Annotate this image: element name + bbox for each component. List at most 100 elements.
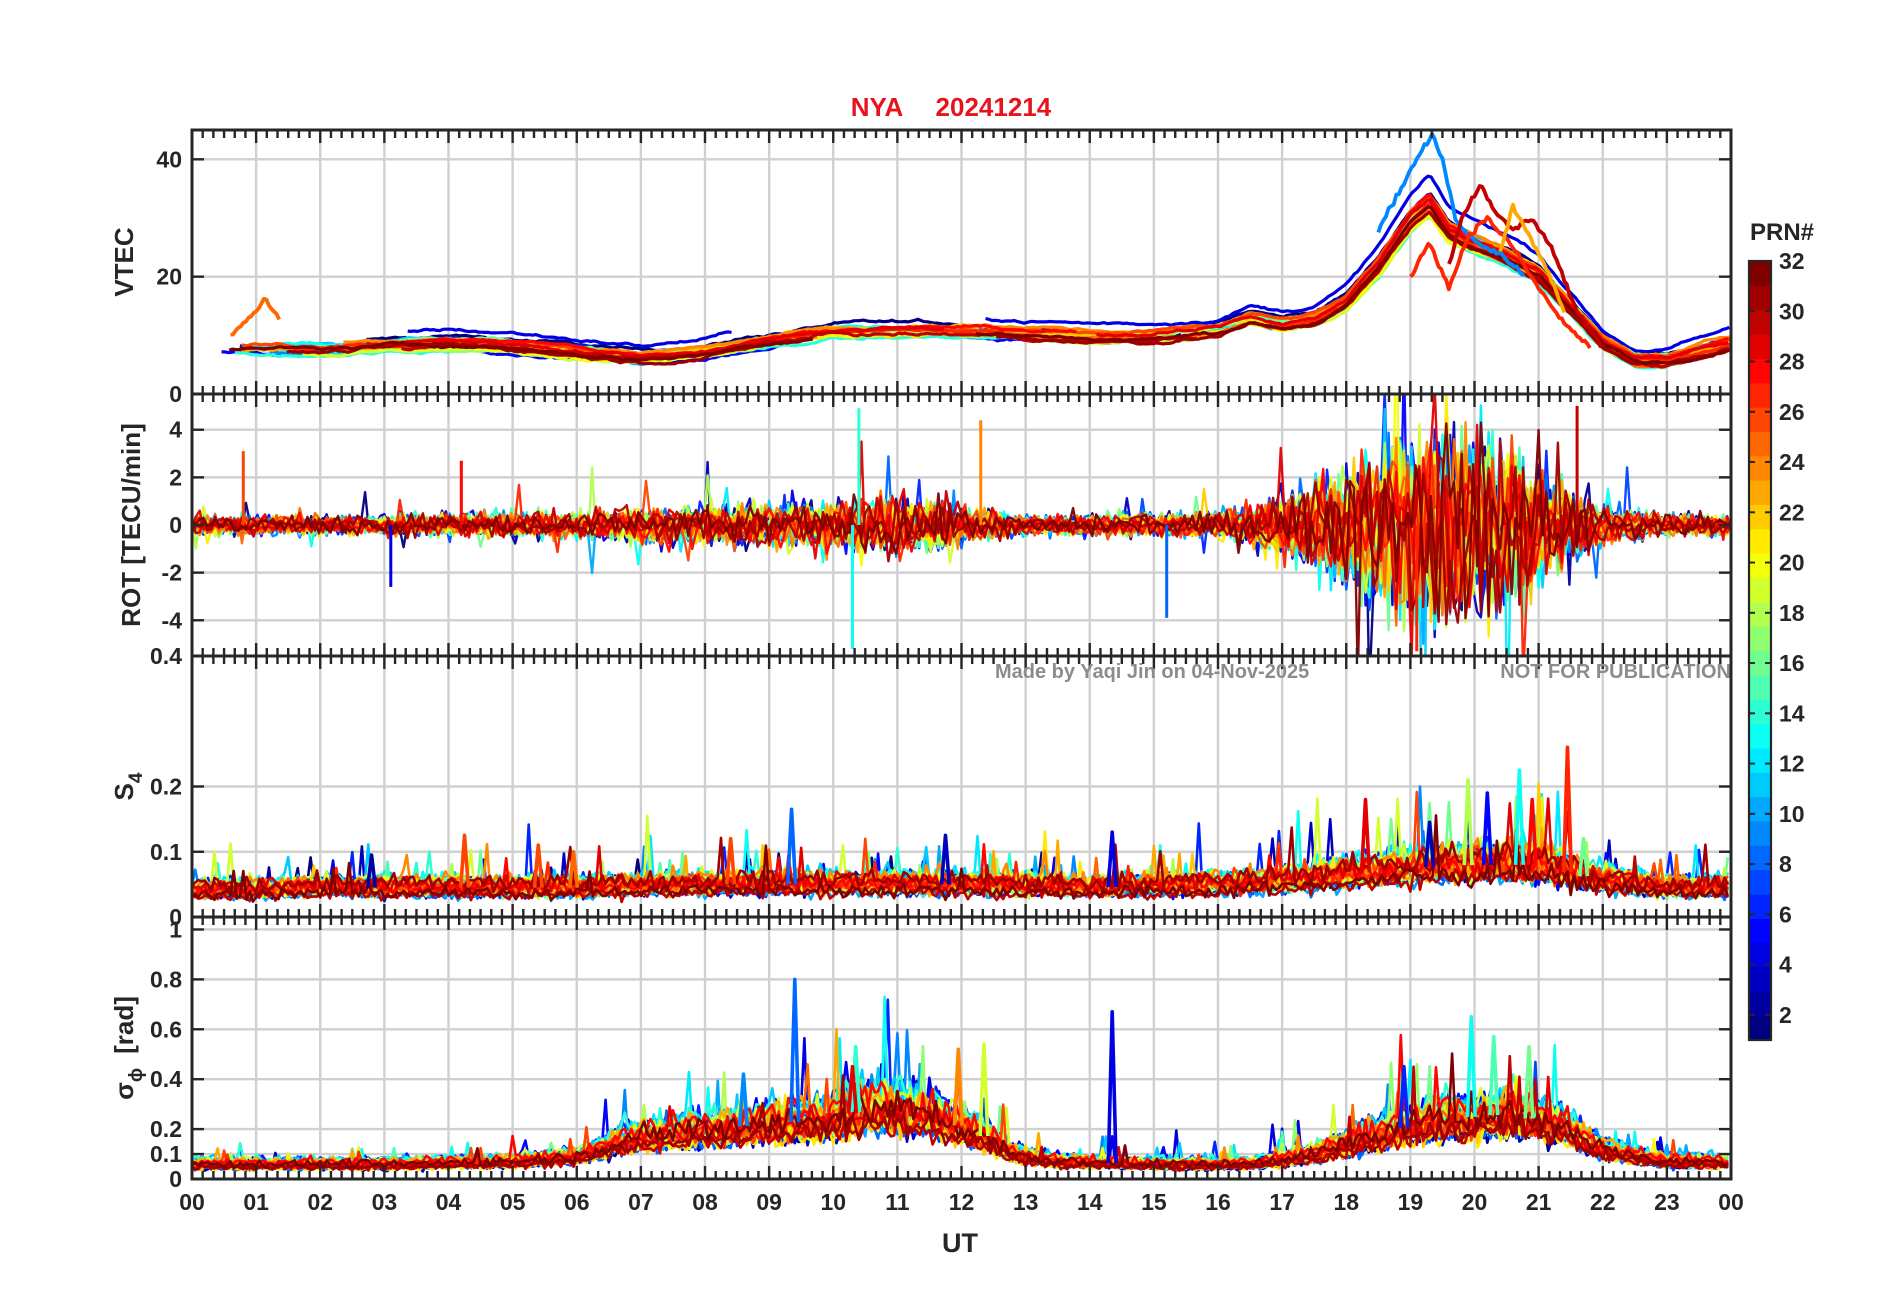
ylabel-main: S — [109, 783, 139, 800]
ylabel-subscript: 4 — [126, 772, 147, 783]
colorbar-segment-prn-15 — [1749, 674, 1771, 700]
colorbar-tick-label: 2 — [1779, 1002, 1792, 1028]
sigma_phi-spike-prn-8 — [789, 977, 801, 1123]
colorbar-tick-label: 32 — [1779, 248, 1805, 274]
y-tick-label: 0.1 — [150, 1141, 182, 1167]
x-tick-label: 02 — [307, 1189, 333, 1215]
x-tick-label: 22 — [1590, 1189, 1616, 1215]
colorbar-tick-label: 30 — [1779, 298, 1805, 324]
colorbar-segment-prn-14 — [1749, 699, 1771, 725]
colorbar-segment-prn-17 — [1749, 626, 1771, 652]
x-tick-label: 14 — [1077, 1189, 1103, 1215]
sigma_phi-spike-prn-6 — [1398, 1064, 1410, 1129]
colorbar-segment-prn-2 — [1749, 991, 1771, 1017]
colorbar-segment-prn-18 — [1749, 601, 1771, 627]
x-tick-label: 09 — [756, 1189, 782, 1215]
colorbar-tick-label: 10 — [1779, 801, 1805, 827]
colorbar-segment-prn-29 — [1749, 334, 1771, 359]
panel-sigma_phi-axes: 00.10.2 0.4 0.6 0.8 1 — [150, 915, 1733, 1192]
y-tick-label: 40 — [156, 146, 182, 172]
vtec-trace-prn-4 — [407, 327, 732, 348]
x-tick-label: 20 — [1462, 1189, 1488, 1215]
vtec-feature-prn-30 — [1447, 184, 1604, 348]
colorbar-segment-prn-20 — [1749, 553, 1771, 579]
x-tick-label: 05 — [500, 1189, 526, 1215]
colorbar-segment-prn-32 — [1749, 261, 1771, 286]
panel-vtec-axes: 0 20 40 — [156, 128, 1733, 407]
colorbar-tick-label: 26 — [1779, 399, 1805, 425]
watermark: Made by Yaqi Jin on 04-Nov-2025 NOT FOR … — [995, 661, 1731, 683]
sigma_phi-spike-prn-15 — [1488, 1034, 1500, 1116]
sigma_phi-spike-prn-16 — [1523, 1044, 1535, 1119]
vtec-feature-prn-9 — [1376, 131, 1525, 277]
y-tick-label: 0.8 — [150, 966, 182, 992]
sigma_phi-spike-prn-19 — [978, 1042, 990, 1137]
y-tick-label: 2 — [169, 464, 182, 490]
s4-spike-prn-27 — [1561, 745, 1574, 873]
x-axis-label: UT — [942, 1228, 978, 1258]
panel-sigma_phi-traces — [192, 977, 1730, 1173]
colorbar-tick-label: 8 — [1779, 851, 1792, 877]
vtec-trace-prn-29 — [366, 325, 944, 358]
colorbar-tick-label: 24 — [1779, 449, 1805, 475]
colorbar-segment-prn-4 — [1749, 942, 1771, 968]
vtec-feature-prn-27 — [1409, 215, 1592, 349]
s4-spike-prn-8 — [785, 807, 798, 885]
s4-spike-prn-3 — [1423, 820, 1436, 868]
sigma_phi-spike-prn-9 — [737, 1072, 750, 1127]
watermark-author: Made by Yaqi Jin on 04-Nov-2025 — [995, 661, 1309, 683]
s4-trace-prn-32 — [192, 814, 1730, 903]
y-tick-label: 0.4 — [150, 643, 182, 669]
panel-rot-ylabel: ROT [TECU/min] — [116, 423, 146, 627]
panel-rot: -4 -2 0 2 4 ROT [TECU/min] — [116, 392, 1733, 658]
x-tick-label: 07 — [628, 1189, 654, 1215]
colorbar-tick-label: 4 — [1779, 952, 1792, 978]
y-tick-label: 0.2 — [150, 1116, 182, 1142]
x-tick-labels: 00 01 02 03 04 05 06 07 08 09 10 11 12 13 14 15 16 17 18 19… — [179, 1189, 1744, 1215]
y-tick-label: 0 — [169, 904, 182, 930]
y-tick-label: 0.6 — [150, 1016, 182, 1042]
x-tick-label: 21 — [1526, 1189, 1552, 1215]
vtec-trace-prn-4 — [985, 174, 1730, 354]
y-tick-label: 0.2 — [150, 774, 182, 800]
colorbar-segment-prn-7 — [1749, 869, 1771, 895]
colorbar-segment-prn-22 — [1749, 504, 1771, 530]
colorbar-tick-label: 18 — [1779, 600, 1805, 626]
s4-spike-prn-25 — [567, 849, 580, 888]
vtec-trace-prn-32 — [228, 337, 814, 362]
sigma_phi-spike-prn-13 — [1465, 1015, 1477, 1117]
panel-s4-ylabel: S4 — [109, 772, 147, 800]
title-station: NYA — [851, 92, 904, 122]
s4-spike-prn-18 — [1462, 778, 1474, 866]
vtec-feature-prn-25 — [230, 297, 281, 337]
ylabel-main: ROT [TECU/min] — [116, 423, 146, 627]
panel-vtec-traces — [221, 131, 1731, 370]
x-tick-label: 19 — [1398, 1189, 1424, 1215]
s4-spike-prn-13 — [1513, 768, 1526, 865]
sigma_phi-spike-prn-4 — [1106, 1010, 1118, 1163]
colorbar-tick-label: 28 — [1779, 349, 1805, 375]
panel-sigma_phi-ylabel: σϕ [rad] — [109, 996, 147, 1100]
s4-spike-prn-26 — [532, 843, 544, 888]
colorbar-tick-label: 12 — [1779, 751, 1805, 777]
ylabel-subscript: ϕ — [126, 1068, 147, 1082]
colorbar-segment-prn-12 — [1749, 747, 1771, 773]
y-tick-label: 0 — [169, 1166, 182, 1192]
y-tick-label: 0.4 — [150, 1066, 182, 1092]
chart-title: NYA 20241214 — [851, 92, 1052, 122]
colorbar-tick-label: 6 — [1779, 901, 1792, 927]
ylabel-unit: [rad] — [109, 996, 139, 1054]
x-tick-label: 06 — [564, 1189, 590, 1215]
colorbar-segment-prn-11 — [1749, 772, 1771, 798]
y-tick-label: 0 — [169, 512, 182, 538]
s4-spike-prn-4 — [1106, 830, 1118, 888]
x-tick-label: 03 — [372, 1189, 398, 1215]
title-date: 20241214 — [936, 92, 1052, 122]
y-tick-label: 20 — [156, 264, 182, 290]
colorbar-segment-prn-5 — [1749, 918, 1771, 944]
x-tick-label: 11 — [885, 1189, 910, 1215]
colorbar-segment-prn-1 — [1749, 1015, 1771, 1041]
colorbar-tick-label: 22 — [1779, 499, 1805, 525]
vtec-trace-prn-29 — [1096, 197, 1729, 360]
